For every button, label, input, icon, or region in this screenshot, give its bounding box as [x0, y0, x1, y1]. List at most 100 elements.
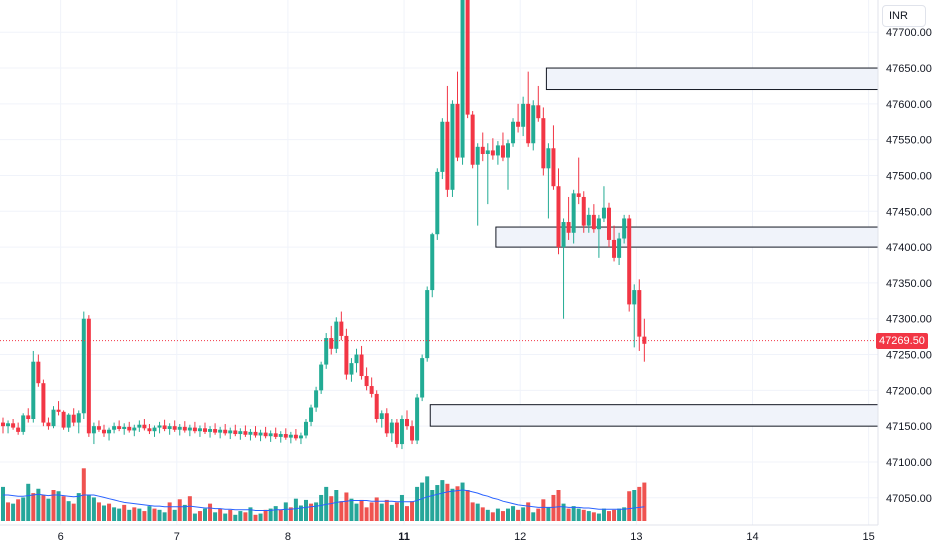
candle-body	[309, 407, 314, 422]
volume-bar	[248, 507, 253, 521]
candle-body	[334, 321, 339, 349]
candle-body	[420, 358, 425, 398]
volume-bar	[425, 476, 430, 521]
volume-bar	[253, 514, 258, 521]
candle-body	[56, 409, 61, 412]
candle-body	[137, 424, 142, 428]
volume-bar	[516, 509, 521, 521]
candle-body	[596, 218, 601, 230]
candle-body	[389, 422, 394, 434]
volume-bar	[86, 494, 91, 521]
candle-body	[374, 393, 379, 419]
candle-body	[546, 148, 551, 169]
volume-bar	[107, 503, 112, 521]
volume-bar	[405, 506, 409, 521]
volume-bar	[132, 507, 137, 521]
date-tick-label: 13	[630, 531, 642, 543]
last-price-value: 47269.50	[879, 334, 925, 347]
volume-bar	[632, 490, 637, 521]
volume-bar	[490, 512, 495, 521]
candle-body	[642, 336, 647, 344]
candle-body	[157, 425, 162, 428]
volume-bar	[475, 503, 480, 521]
candle-body	[511, 121, 516, 144]
volume-bar	[182, 504, 187, 521]
volume-bar	[384, 499, 389, 521]
candle-body	[81, 318, 86, 414]
candle-body	[485, 150, 490, 154]
candle-body	[415, 397, 420, 441]
supply-demand-zones	[429, 67, 879, 427]
candle-body	[632, 290, 637, 305]
volume-bar	[96, 502, 101, 521]
volume-bar	[460, 482, 465, 521]
volume-bar	[223, 513, 228, 521]
volume-bar	[61, 496, 66, 521]
candle-body	[399, 418, 404, 445]
volume-bar	[102, 505, 106, 521]
candle-body	[349, 363, 354, 375]
price-tick-label: 47100.00	[886, 457, 932, 469]
candle-body	[31, 361, 36, 419]
candle-body	[278, 434, 283, 437]
candle-body	[61, 411, 66, 428]
candle-body	[394, 422, 399, 445]
candle-body	[147, 428, 152, 432]
candle-body	[76, 413, 81, 423]
volume-bar	[576, 508, 581, 521]
candle-body	[66, 414, 71, 428]
volume-bar	[11, 503, 16, 521]
volume-bar	[213, 512, 218, 521]
candle-body	[627, 218, 632, 305]
candle-body	[112, 426, 117, 430]
date-tick-label: 8	[285, 531, 291, 543]
volume-bar	[612, 509, 617, 521]
volume-bar	[440, 480, 445, 521]
candle-body	[314, 390, 319, 408]
volume-bar	[495, 508, 500, 521]
volume-bar	[389, 504, 394, 521]
date-tick-label: 6	[58, 531, 64, 543]
candle-body	[470, 114, 475, 165]
volume-bar	[329, 496, 334, 521]
volume-bar	[197, 511, 202, 521]
volume-bar	[415, 486, 420, 521]
volume-bar	[76, 493, 81, 521]
volume-bar	[551, 494, 556, 521]
price-tick-label: 47200.00	[886, 385, 932, 397]
candle-body	[162, 425, 167, 430]
candle-body	[273, 433, 278, 437]
candle-body	[152, 427, 157, 432]
candle-body	[268, 433, 273, 437]
candle-body	[601, 207, 606, 219]
candle-body	[460, 0, 465, 158]
candle-body	[379, 413, 384, 419]
price-axis[interactable]: 47050.00 47100.00 47150.00 47200.00 47250.00…	[886, 27, 932, 505]
volume-bar	[435, 485, 440, 521]
candle-body	[248, 431, 253, 435]
volume-bar	[26, 483, 31, 521]
candle-body	[339, 321, 344, 336]
volume-bar	[314, 502, 319, 521]
candle-body	[571, 193, 576, 233]
volume-bar	[450, 488, 455, 521]
candle-body	[526, 103, 531, 144]
price-tick-label: 47350.00	[886, 278, 932, 290]
currency-button[interactable]: INR	[882, 5, 926, 27]
candle-body	[622, 218, 627, 239]
volume-bar	[117, 508, 122, 521]
candle-body	[11, 423, 16, 428]
volume-bar	[66, 501, 71, 521]
price-tick-label: 47600.00	[886, 99, 932, 111]
candle-body	[344, 335, 349, 375]
candle-body	[233, 430, 238, 435]
candle-body	[445, 121, 450, 190]
price-tick-label: 47050.00	[886, 493, 932, 505]
volume-bar	[172, 509, 177, 521]
candle-body	[521, 103, 526, 127]
zone-box	[429, 404, 879, 427]
date-axis[interactable]: 6 7 8 11 12 13 14 15	[58, 531, 875, 543]
candle-body	[243, 431, 248, 435]
volume-bar	[6, 502, 11, 521]
